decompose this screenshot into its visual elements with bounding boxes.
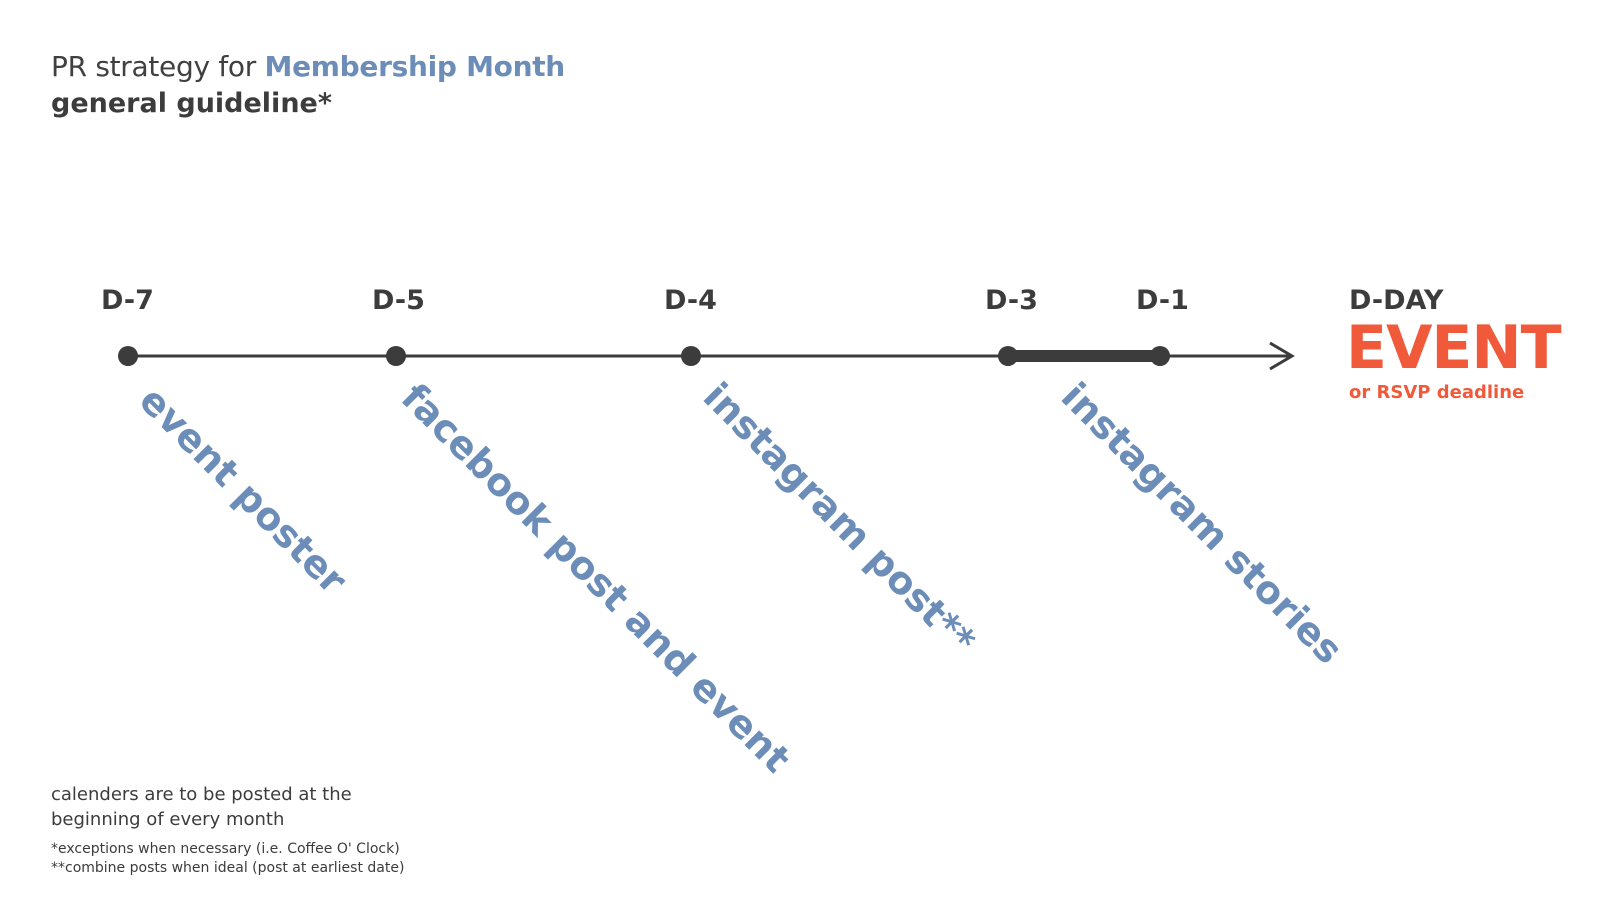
footnote-exceptions: *exceptions when necessary (i.e. Coffee … <box>51 841 400 857</box>
timeline-dot-d1 <box>1150 346 1170 366</box>
calendar-note-line1: calenders are to be posted at the <box>51 784 352 805</box>
timeline-dot-d7 <box>118 346 138 366</box>
event-subtitle: or RSVP deadline <box>1349 382 1525 403</box>
title-accent: Membership Month <box>264 50 566 83</box>
timeline-dot-d5 <box>386 346 406 366</box>
day-label-d7: D-7 <box>101 285 154 316</box>
day-label-d3: D-3 <box>985 285 1038 316</box>
title-prefix: PR strategy for <box>51 50 265 83</box>
day-label-d5: D-5 <box>372 285 425 316</box>
timeline-dot-d3 <box>998 346 1018 366</box>
footnote-combine-posts: **combine posts when ideal (post at earl… <box>51 860 405 876</box>
calendar-note-line2: beginning of every month <box>51 809 285 830</box>
event-title: EVENT <box>1346 313 1562 383</box>
day-label-d1: D-1 <box>1136 285 1189 316</box>
day-label-d4: D-4 <box>664 285 717 316</box>
page-title: PR strategy for Membership Month <box>51 50 565 83</box>
day-label-dday: D-DAY <box>1349 285 1444 316</box>
calendar-note: calenders are to be posted at the beginn… <box>51 782 352 832</box>
timeline-dot-d4 <box>681 346 701 366</box>
page-subtitle: general guideline* <box>51 88 332 119</box>
timeline-arrow-icon <box>1269 341 1295 371</box>
